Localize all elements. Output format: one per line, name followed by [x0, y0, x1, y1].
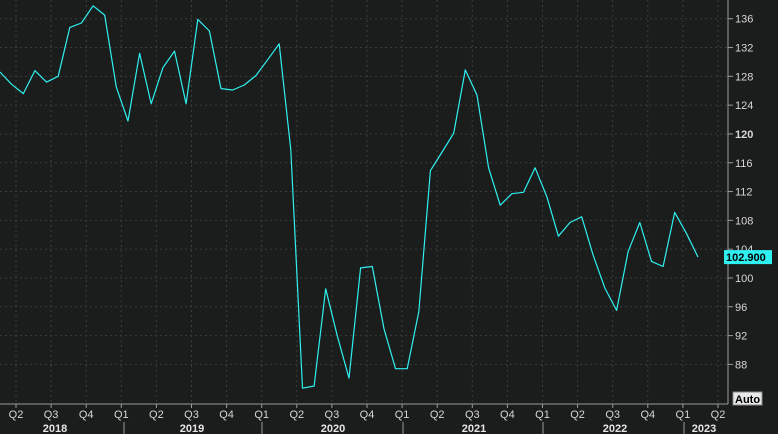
x-tick-label: Q4	[500, 409, 515, 421]
x-tick-label: Q3	[44, 409, 59, 421]
series-line	[0, 5, 699, 389]
x-tick-label: Q2	[149, 409, 164, 421]
x-tick-label: Q2	[289, 409, 304, 421]
plot-background	[0, 0, 728, 404]
y-tick-label: 136	[735, 14, 753, 26]
x-tick-label: Q4	[219, 409, 234, 421]
y-tick-label: 132	[735, 43, 753, 55]
x-year-label: 2021	[462, 423, 486, 434]
x-tick-label: Q1	[114, 409, 129, 421]
y-tick-label: 96	[735, 302, 747, 314]
x-tick-label: Q1	[395, 409, 410, 421]
auto-scale-button[interactable]: Auto	[732, 391, 763, 406]
x-tick-label: Q4	[640, 409, 655, 421]
y-tick-label: 124	[735, 100, 753, 112]
x-tick-label: Q4	[79, 409, 94, 421]
last-value-tag: 102.900	[724, 250, 772, 265]
x-tick-label: Q1	[676, 409, 691, 421]
auto-scale-label[interactable]: Auto	[735, 394, 760, 406]
last-value-label: 102.900	[726, 252, 766, 264]
x-tick-label: Q3	[465, 409, 480, 421]
x-tick-label: Q4	[360, 409, 375, 421]
x-year-label: 2018	[43, 423, 67, 434]
y-tick-label: 112	[735, 187, 753, 199]
y-tick-label: 88	[735, 359, 747, 371]
grid	[0, 0, 728, 404]
x-tick-label: Q3	[605, 409, 620, 421]
x-axis-background	[0, 404, 778, 434]
y-tick-label: 100	[735, 273, 753, 285]
x-tick-label: Q1	[535, 409, 550, 421]
x-tick-label: Q3	[325, 409, 340, 421]
x-year-label: 2019	[180, 423, 204, 434]
x-year-label: 2020	[321, 423, 345, 434]
x-tick-label: Q2	[430, 409, 445, 421]
x-tick-label: Q3	[184, 409, 199, 421]
y-tick-label: 108	[735, 215, 753, 227]
last-value-tag-background	[724, 250, 772, 265]
x-tick-label: Q1	[254, 409, 269, 421]
y-tick-label: 128	[735, 71, 753, 83]
x-axis: Q2 Q3 Q4 Q1 Q2 Q3 Q4 Q1 Q2 Q3 Q4 Q1 Q2 Q3 Q4 Q1 Q2 Q3 Q4 Q1…	[9, 404, 726, 434]
x-tick-label: Q2	[711, 409, 726, 421]
x-year-label: 2022	[603, 423, 627, 434]
y-tick-label: 92	[735, 331, 747, 343]
x-tick-label: Q2	[9, 409, 24, 421]
series-layer	[0, 5, 699, 389]
auto-scale-button-background[interactable]	[732, 391, 763, 406]
x-tick-label: Q2	[570, 409, 585, 421]
y-tick-label: 116	[735, 158, 753, 170]
y-tick-label: 120	[735, 129, 753, 141]
y-axis: 889296100104108112116120124128132136	[728, 14, 753, 371]
x-year-label: 2023	[692, 423, 716, 434]
